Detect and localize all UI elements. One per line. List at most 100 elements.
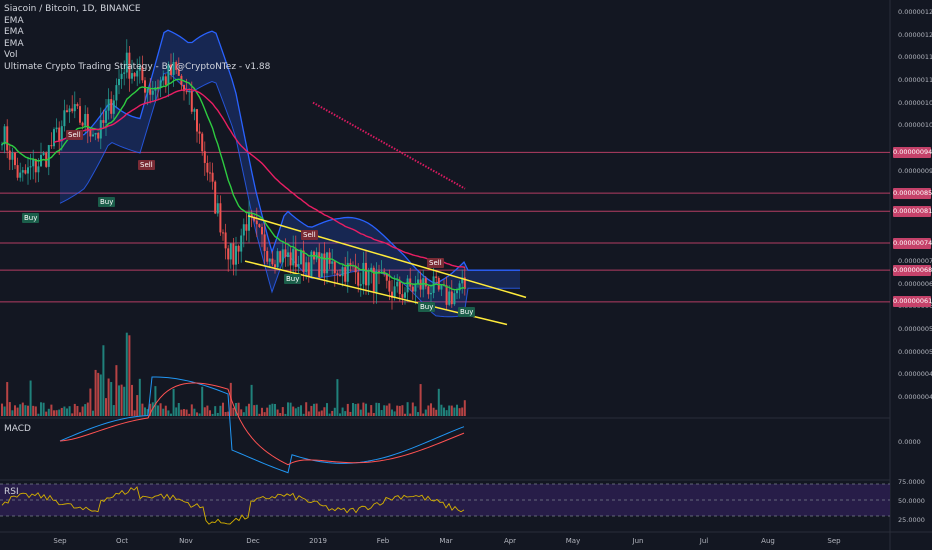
candle-body [370, 267, 373, 272]
legend-vol[interactable]: Vol [4, 50, 18, 60]
time-axis-tick: Feb [376, 537, 390, 545]
candle-body [294, 248, 297, 268]
volume-bar [396, 405, 399, 416]
volume-bar [458, 408, 461, 416]
candle-body [435, 276, 438, 278]
volume-bar [440, 404, 443, 416]
volume-bar [164, 405, 167, 416]
volume-bar [201, 386, 204, 416]
volume-bar [232, 407, 235, 416]
candle-body [27, 167, 29, 174]
candle-body [450, 291, 453, 305]
volume-bar [258, 413, 261, 416]
candle-body [146, 88, 149, 93]
volume-bar [289, 402, 292, 416]
candle-body [76, 104, 79, 107]
chart-legend: Siacoin / Bitcoin, 1D, BINANCE EMA EMA E… [4, 4, 270, 73]
candle-body [307, 262, 310, 276]
legend-ema-2[interactable]: EMA [4, 27, 24, 37]
candle-body [404, 292, 406, 298]
volume-bar [271, 403, 274, 416]
volume-bar [302, 413, 305, 416]
volume-bar [40, 402, 42, 416]
candle-body [409, 278, 412, 287]
volume-bar [1, 403, 3, 416]
volume-bar [24, 405, 27, 416]
volume-bar [372, 412, 375, 416]
candle-body [289, 252, 292, 266]
candle-body [11, 152, 14, 160]
volume-bar [128, 335, 131, 416]
time-axis-tick: Oct [115, 537, 129, 545]
volume-bar [211, 413, 214, 416]
candle-body [73, 104, 76, 112]
candle-body [58, 127, 61, 142]
volume-bar [55, 410, 58, 416]
candle-body [300, 250, 302, 265]
volume-bar [307, 411, 310, 416]
volume-bar [341, 407, 344, 416]
candle-body [6, 126, 9, 151]
candle-body [263, 234, 266, 252]
candle-body [29, 166, 32, 168]
volume-bar [71, 413, 74, 416]
time-axis-tick: Sep [53, 537, 67, 545]
rsi-axis-tick-75: 75.0000 [898, 478, 925, 486]
volume-bar [110, 382, 113, 416]
candle-body [365, 262, 367, 286]
candle-body [8, 150, 11, 160]
volume-bar [185, 409, 188, 416]
volume-bar [206, 405, 209, 416]
volume-bar [344, 411, 347, 416]
volume-bar [115, 365, 118, 416]
volume-bar [297, 406, 300, 416]
candle-body [115, 85, 118, 101]
candle-body [391, 291, 393, 298]
volume-bar [107, 378, 110, 416]
volume-bar [448, 405, 451, 416]
candle-body [1, 144, 3, 146]
candle-body [297, 264, 300, 268]
legend-strategy[interactable]: Ultimate Crypto Trading Strategy - By @C… [4, 61, 271, 72]
candle-body [255, 220, 258, 225]
volume-bar [37, 413, 40, 416]
volume-bar [370, 405, 373, 416]
candle-body [331, 261, 334, 264]
price-level-tag: 0.00000068 [893, 264, 932, 276]
volume-bar [294, 408, 297, 416]
candle-body [372, 267, 375, 293]
volume-bar [430, 403, 432, 416]
volume-bar [92, 410, 94, 416]
candle-body [359, 284, 362, 286]
volume-bar [357, 403, 360, 416]
volume-bar [437, 388, 440, 416]
candle-body [188, 91, 191, 93]
candle-body [175, 62, 178, 70]
volume-bar [170, 413, 172, 416]
macd-signal-line [59, 382, 465, 466]
volume-bar [58, 409, 61, 416]
volume-bar [237, 402, 240, 416]
volume-bar [281, 407, 284, 416]
volume-bar [339, 413, 341, 416]
volume-bar [261, 407, 263, 416]
volume-bar [229, 382, 232, 416]
volume-bar [255, 404, 258, 416]
volume-bar [333, 407, 336, 416]
candle-body [185, 91, 188, 93]
legend-ema-3[interactable]: EMA [4, 38, 24, 49]
candle-body [201, 133, 204, 152]
time-axis-tick: Aug [761, 537, 775, 545]
candle-body [227, 248, 230, 260]
candle-body [284, 249, 287, 257]
volume-bar [245, 406, 248, 416]
legend-ema-1[interactable]: EMA [4, 15, 24, 26]
volume-bar [167, 410, 170, 416]
volume-bar [27, 405, 29, 416]
candle-body [240, 235, 243, 252]
candle-body [55, 127, 58, 130]
